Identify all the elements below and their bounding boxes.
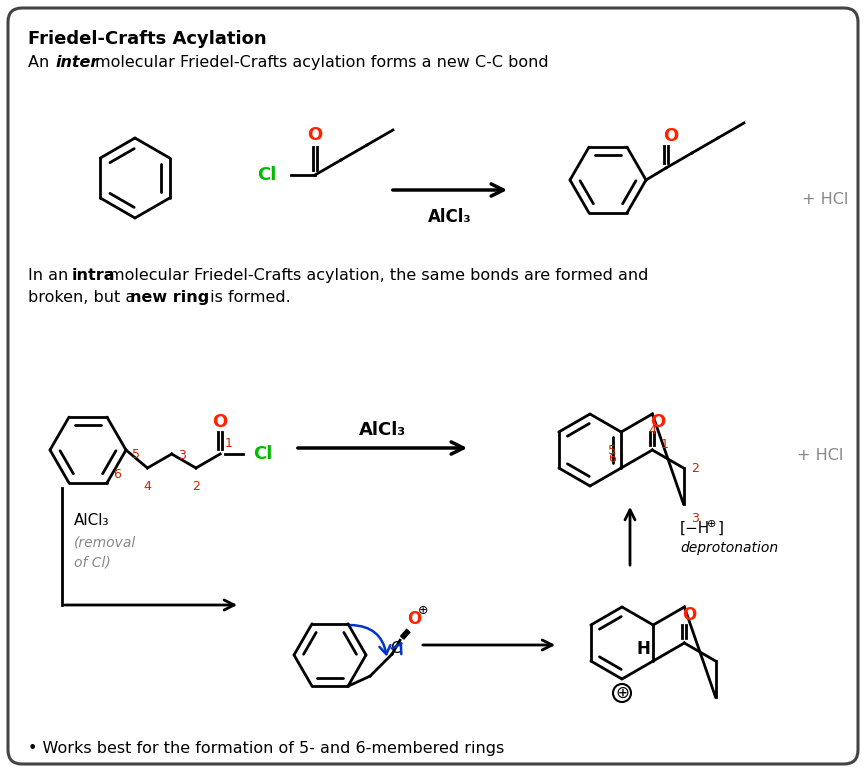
Text: is formed.: is formed. (205, 290, 291, 305)
Text: 3: 3 (178, 449, 185, 462)
FancyBboxPatch shape (8, 8, 858, 764)
Text: ⊕: ⊕ (417, 604, 429, 617)
Text: 3: 3 (692, 512, 700, 525)
Text: • Works best for the formation of 5- and 6-membered rings: • Works best for the formation of 5- and… (28, 740, 504, 756)
Text: 6: 6 (113, 469, 121, 482)
Text: 5: 5 (608, 444, 617, 457)
Text: 1: 1 (224, 438, 232, 451)
Text: Friedel-Crafts Acylation: Friedel-Crafts Acylation (28, 30, 267, 48)
Text: of Cl): of Cl) (74, 556, 111, 570)
Text: 2: 2 (192, 480, 200, 493)
Text: broken, but a: broken, but a (28, 290, 140, 305)
Text: O: O (663, 127, 679, 145)
Text: deprotonation: deprotonation (680, 541, 779, 555)
Text: inter: inter (55, 55, 98, 70)
Text: O: O (650, 413, 665, 431)
Text: AlCl₃: AlCl₃ (428, 208, 472, 226)
Text: O: O (307, 126, 323, 144)
Text: An: An (28, 55, 55, 70)
Text: + HCl: + HCl (802, 192, 848, 208)
Text: intra: intra (72, 268, 115, 283)
Text: AlCl₃: AlCl₃ (74, 513, 109, 528)
Text: 1: 1 (661, 438, 669, 452)
Text: ]: ] (718, 520, 724, 536)
Text: new ring: new ring (130, 290, 210, 305)
Text: 4: 4 (649, 424, 656, 437)
Text: Cl: Cl (253, 445, 273, 463)
Text: ⊕: ⊕ (707, 519, 716, 529)
Text: AlCl₃: AlCl₃ (359, 421, 406, 439)
Text: O: O (682, 606, 696, 624)
Text: 2: 2 (692, 462, 700, 475)
Text: O: O (212, 413, 228, 431)
FancyArrowPatch shape (391, 643, 402, 654)
Text: 6: 6 (608, 452, 617, 465)
Text: H: H (637, 640, 650, 658)
Text: O: O (407, 610, 421, 628)
Text: + HCl: + HCl (797, 448, 843, 462)
Text: molecular Friedel-Crafts acylation forms a new C-C bond: molecular Friedel-Crafts acylation forms… (95, 55, 549, 70)
Text: [−H: [−H (680, 520, 710, 536)
Text: molecular Friedel-Crafts acylation, the same bonds are formed and: molecular Friedel-Crafts acylation, the … (109, 268, 649, 283)
Text: ⊕: ⊕ (615, 684, 629, 702)
Text: 4: 4 (144, 480, 152, 493)
Text: C: C (390, 641, 400, 655)
Text: 5: 5 (132, 448, 140, 461)
FancyArrowPatch shape (351, 625, 391, 654)
Text: (removal: (removal (74, 536, 136, 550)
Text: In an: In an (28, 268, 74, 283)
Text: Cl: Cl (256, 166, 276, 184)
